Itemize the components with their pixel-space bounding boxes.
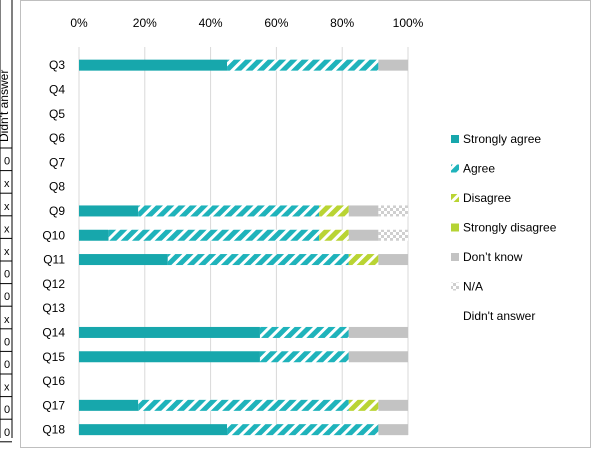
legend-label: Agree (463, 162, 495, 176)
category-label: Q8 (49, 180, 65, 194)
left-strip-cell: x (4, 178, 10, 190)
bar-segment (348, 229, 379, 241)
category-label: Q6 (49, 131, 65, 145)
left-strip-header: Didn't answer (0, 70, 11, 142)
y-axis-categories: Q3 Q4 Q5 Q6 Q7 Q8 Q9 Q10 Q11 Q12 Q13 Q14 Q15 Q16 Q17 Q1… (42, 58, 65, 437)
stacked-bar-chart: 0% 20% 40% 60% 80% 100% Q3Q4Q5Q6Q7Q8Q9Q10Q11Q… (42, 16, 557, 437)
category-label: Q10 (42, 228, 65, 242)
legend-swatch (451, 135, 459, 143)
bar-segment (378, 399, 408, 411)
left-strip-cell: x (4, 246, 10, 258)
legend-label: N/A (463, 280, 483, 294)
bar-segment (138, 205, 320, 217)
left-strip-cell: x (4, 223, 10, 235)
bar-segment (348, 351, 408, 363)
bar-segment (348, 399, 379, 411)
category-label: Q12 (42, 277, 65, 291)
left-strip-cell: 0 (4, 359, 10, 371)
x-tick-label: 0% (70, 16, 88, 30)
category-label: Q5 (49, 107, 65, 121)
legend-label: Strongly agree (463, 132, 541, 146)
bar-segment (348, 254, 379, 266)
category-label: Q11 (43, 253, 65, 267)
gridlines (78, 47, 409, 435)
left-strip-cell: 0 (4, 427, 10, 439)
legend: Strongly agree Agree Disagree Strongly disa… (451, 132, 557, 323)
category-label: Q17 (42, 398, 65, 412)
x-tick-label: 60% (264, 16, 288, 30)
bar-segment (378, 424, 408, 436)
legend-swatch (451, 282, 459, 291)
category-label: Q13 (42, 301, 65, 315)
left-strip-cell: x (4, 314, 10, 326)
x-tick-label: 20% (133, 16, 157, 30)
bar-segment (378, 229, 408, 241)
legend-label: Didn't answer (463, 309, 535, 323)
bar-segment (348, 205, 379, 217)
bar-segment (227, 424, 379, 436)
legend-swatch (451, 223, 459, 232)
bar-segment (378, 205, 408, 217)
category-label: Q4 (49, 82, 65, 96)
bar-segment (79, 229, 109, 241)
bar-segment (259, 326, 349, 338)
x-tick-label: 80% (330, 16, 354, 30)
bar-segment (167, 254, 349, 266)
bar-segment (79, 59, 228, 71)
left-strip-cell: 0 (4, 404, 10, 416)
bar-segment (259, 351, 349, 363)
x-axis-ticks: 0% 20% 40% 60% 80% 100% (70, 16, 423, 30)
left-strip-cell: x (4, 201, 10, 213)
category-label: Q15 (42, 350, 65, 364)
left-strip-cell: 0 (4, 336, 10, 348)
bar-segment (79, 254, 168, 266)
bar-segment (378, 59, 408, 71)
legend-label: Don’t know (463, 250, 523, 264)
chart-frame: 0% 20% 40% 60% 80% 100% Q3 Q4 Q5 Q6 Q7 Q8 Q9 Q10 Q11 Q… (20, 0, 591, 448)
bar-segment (227, 59, 379, 71)
bar-segment (138, 399, 349, 411)
bars (79, 59, 408, 436)
bar-segment (378, 254, 408, 266)
left-strip-cell: 0 (4, 291, 10, 303)
bar-segment (348, 326, 408, 338)
category-label: Q3 (49, 58, 65, 72)
category-label: Q18 (42, 423, 65, 437)
left-strip-cell: 0 (4, 156, 10, 168)
category-label: Q14 (42, 325, 65, 339)
legend-swatch (451, 164, 459, 173)
bar-segment (79, 205, 139, 217)
legend-swatch (451, 194, 459, 202)
category-label: Q16 (42, 374, 65, 388)
legend-label: Strongly disagree (463, 221, 557, 235)
left-strip-cell: 0 (4, 269, 10, 281)
bar-segment (79, 351, 260, 363)
bar-segment (79, 399, 139, 411)
bar-segment (319, 229, 349, 241)
left-strip-cell: x (4, 382, 10, 394)
legend-swatch (451, 253, 459, 261)
x-tick-label: 100% (393, 16, 424, 30)
category-label: Q7 (49, 155, 65, 169)
bar-segment (319, 205, 349, 217)
legend-label: Disagree (463, 191, 511, 205)
bar-segment (79, 424, 228, 436)
x-tick-label: 40% (199, 16, 223, 30)
bar-segment (108, 229, 320, 241)
category-label: Q9 (49, 204, 65, 218)
bar-segment (79, 326, 260, 338)
